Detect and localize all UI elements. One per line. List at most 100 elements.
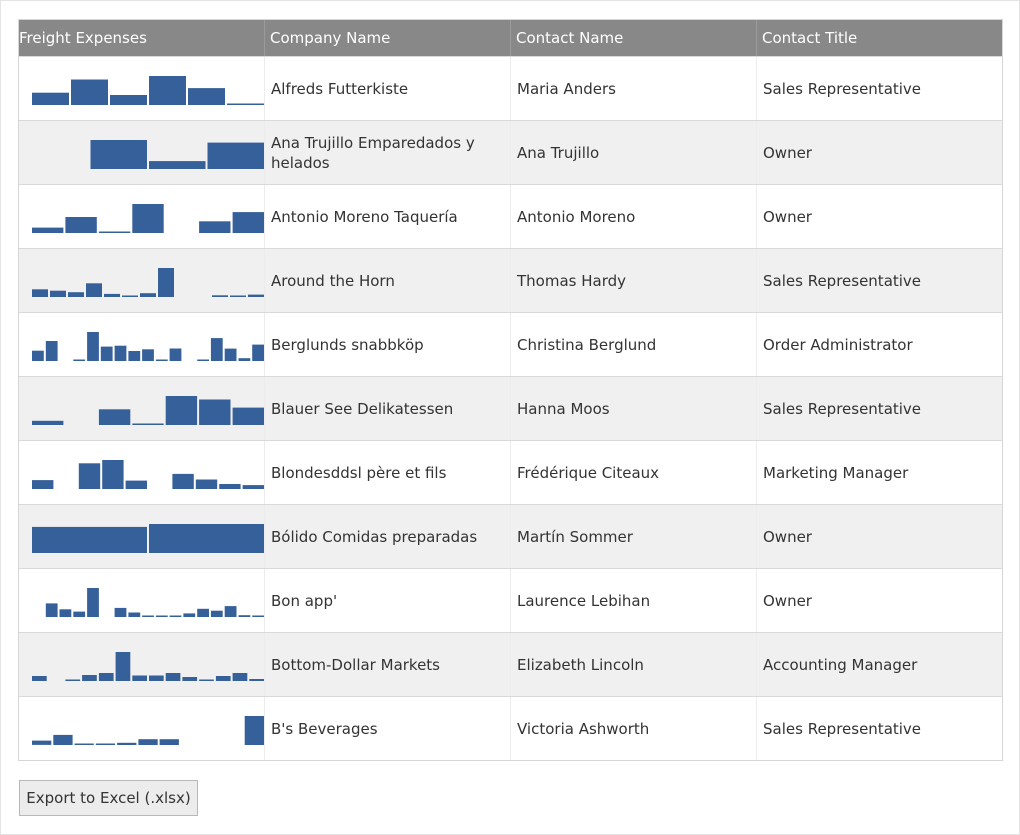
freight-bar <box>68 291 84 297</box>
header-contact-title[interactable]: Contact Title <box>762 29 858 47</box>
company-name-cell: Ana Trujillo Emparedados y helados <box>265 121 511 184</box>
company-name-cell: Bon app' <box>265 569 511 632</box>
company-name-cell-text: Berglunds snabbköp <box>271 335 424 354</box>
freight-sparkline <box>32 395 264 425</box>
freight-sparkline <box>32 75 264 105</box>
company-name-cell: Around the Horn <box>265 249 511 312</box>
contact-name-cell: Frédérique Citeaux <box>511 441 757 504</box>
table-row[interactable]: Blondesddsl père et fils Frédérique Citea… <box>19 440 1002 504</box>
header-contact-name[interactable]: Contact Name <box>511 20 757 56</box>
table-row[interactable]: Antonio Moreno Taquería Antonio Moreno Own… <box>19 184 1002 248</box>
company-name-cell-text: Bottom-Dollar Markets <box>271 655 440 674</box>
contact-name-cell-text: Thomas Hardy <box>517 271 627 290</box>
header-company-name[interactable]: Company Name <box>265 20 511 56</box>
freight-bar <box>114 345 127 361</box>
freight-bar <box>32 479 54 489</box>
freight-bar <box>32 420 64 425</box>
freight-bar <box>199 679 214 681</box>
freight-bar <box>252 615 264 617</box>
table-row[interactable]: B's Beverages Victoria Ashworth Sales Repr… <box>19 696 1002 760</box>
table-row[interactable]: Bon app' Laurence Lebihan Owner <box>19 568 1002 632</box>
freight-bar <box>219 483 241 489</box>
company-name-cell: Alfreds Futterkiste <box>265 57 511 120</box>
export-excel-button[interactable]: Export to Excel (.xlsx) <box>19 780 198 816</box>
table-row[interactable]: Bólido Comidas preparadas Martín Sommer Ow… <box>19 504 1002 568</box>
freight-bar <box>128 350 141 361</box>
freight-sparkline-cell <box>19 441 265 504</box>
freight-bar <box>224 348 237 361</box>
company-name-cell: Bottom-Dollar Markets <box>265 633 511 696</box>
company-name-cell: B's Beverages <box>265 697 511 760</box>
company-name-cell-text: Around the Horn <box>271 271 395 290</box>
freight-sparkline-cell <box>19 185 265 248</box>
contact-title-cell: Owner <box>757 185 1002 248</box>
freight-bar <box>248 294 264 297</box>
freight-bar <box>45 340 58 361</box>
table-row[interactable]: Alfreds Futterkiste Maria Anders Sales Rep… <box>19 56 1002 120</box>
contact-title-cell-text: Marketing Manager <box>763 463 909 482</box>
freight-bar <box>32 740 52 745</box>
freight-bar <box>252 344 264 361</box>
freight-bar <box>114 607 127 617</box>
freight-bar <box>115 651 131 681</box>
freight-bar <box>149 160 206 169</box>
freight-bar <box>71 79 108 105</box>
freight-bar <box>32 92 69 105</box>
freight-bar <box>212 294 228 297</box>
contact-name-cell-text: Hanna Moos <box>517 399 610 418</box>
freight-sparkline <box>32 651 264 681</box>
freight-bar <box>117 742 137 745</box>
freight-bar <box>32 288 48 297</box>
table-row[interactable]: Berglunds snabbköp Christina Berglund Orde… <box>19 312 1002 376</box>
freight-bar <box>197 608 209 617</box>
freight-sparkline <box>32 459 264 489</box>
freight-bar <box>165 672 181 681</box>
freight-bar <box>195 479 218 489</box>
freight-bar <box>149 675 164 681</box>
freight-bar <box>230 295 246 297</box>
contact-title-cell: Accounting Manager <box>757 633 1002 696</box>
freight-bar <box>102 459 124 489</box>
company-name-cell: Blauer See Delikatessen <box>265 377 511 440</box>
freight-sparkline-cell <box>19 505 265 568</box>
contact-title-cell-text: Owner <box>763 527 812 546</box>
contact-title-cell-text: Sales Representative <box>763 79 922 98</box>
freight-sparkline <box>32 203 264 233</box>
freight-bar <box>142 348 154 361</box>
freight-sparkline <box>45 587 264 617</box>
freight-sparkline <box>32 523 264 553</box>
header-freight-expenses[interactable]: Freight Expenses <box>19 20 265 56</box>
table-row[interactable]: Bottom-Dollar Markets Elizabeth Lincoln Ac… <box>19 632 1002 696</box>
contact-name-cell: Hanna Moos <box>511 377 757 440</box>
freight-sparkline-cell <box>19 57 265 120</box>
company-name-cell: Blondesddsl père et fils <box>265 441 511 504</box>
table-row[interactable]: Around the Horn Thomas Hardy Sales Represe… <box>19 248 1002 312</box>
freight-bar <box>232 211 264 233</box>
freight-sparkline <box>32 331 264 361</box>
freight-bar <box>86 282 102 297</box>
contact-title-cell: Owner <box>757 121 1002 184</box>
contact-title-cell: Sales Representative <box>757 249 1002 312</box>
freight-bar <box>125 480 147 489</box>
freight-bar <box>242 484 264 489</box>
table-row[interactable]: Ana Trujillo Emparedados y helados Ana Tr… <box>19 120 1002 184</box>
freight-bar <box>132 423 164 425</box>
freight-sparkline <box>90 139 264 169</box>
freight-bar <box>82 674 97 681</box>
freight-bar <box>65 679 81 681</box>
freight-bar <box>159 738 179 745</box>
freight-bar <box>73 359 86 361</box>
contact-name-cell: Thomas Hardy <box>511 249 757 312</box>
company-name-cell-text: B's Beverages <box>271 719 378 738</box>
contact-title-cell: Order Administrator <box>757 313 1002 376</box>
freight-bar <box>110 94 147 105</box>
contact-title-cell: Owner <box>757 505 1002 568</box>
company-name-cell-text: Antonio Moreno Taquería <box>271 207 458 226</box>
contact-name-cell-text: Antonio Moreno <box>517 207 636 226</box>
contact-name-cell-text: Victoria Ashworth <box>517 719 650 738</box>
company-name-cell: Antonio Moreno Taquería <box>265 185 511 248</box>
company-name-cell-text: Blondesddsl père et fils <box>271 463 447 482</box>
freight-bar <box>87 331 99 361</box>
company-name-cell-text: Ana Trujillo Emparedados y helados <box>271 133 475 172</box>
table-row[interactable]: Blauer See Delikatessen Hanna Moos Sales R… <box>19 376 1002 440</box>
